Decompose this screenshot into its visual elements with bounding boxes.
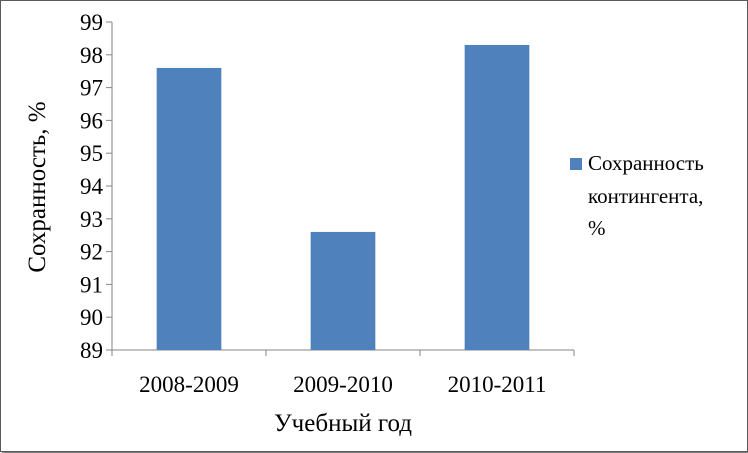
x-axis-title: Учебный год bbox=[274, 410, 412, 437]
bars bbox=[156, 44, 530, 351]
y-tick-label: 96 bbox=[80, 108, 103, 133]
y-tick-label: 98 bbox=[80, 43, 103, 68]
y-axis: 89 90 91 92 93 94 95 96 97 98 99 bbox=[80, 10, 113, 363]
x-tick-label: 2008-2009 bbox=[139, 372, 239, 397]
legend-label-line-3: % bbox=[588, 216, 606, 240]
y-axis-title: Сохранность, % bbox=[24, 101, 51, 272]
y-tick-label: 89 bbox=[80, 338, 103, 363]
bar bbox=[310, 231, 376, 350]
x-tick-label: 2009-2010 bbox=[293, 372, 393, 397]
legend-label-line-2: контингента, bbox=[588, 184, 703, 208]
y-tick-label: 99 bbox=[80, 10, 103, 35]
bar bbox=[464, 44, 530, 351]
x-axis: 2008-2009 2009-2010 2010-2011 bbox=[111, 349, 575, 397]
legend-label-line-1: Сохранность bbox=[588, 151, 704, 175]
bar bbox=[156, 67, 222, 351]
legend-swatch bbox=[570, 158, 582, 170]
y-tick-label: 92 bbox=[80, 240, 103, 265]
y-tick-label: 91 bbox=[80, 272, 103, 297]
legend: Сохранность контингента, % bbox=[570, 151, 704, 240]
y-tick-label: 95 bbox=[80, 141, 103, 166]
y-tick-label: 93 bbox=[80, 207, 103, 232]
y-tick-label: 97 bbox=[80, 76, 103, 101]
y-tick-label: 90 bbox=[80, 305, 103, 330]
x-tick-label: 2010-2011 bbox=[448, 372, 547, 397]
y-tick-label: 94 bbox=[80, 174, 104, 199]
